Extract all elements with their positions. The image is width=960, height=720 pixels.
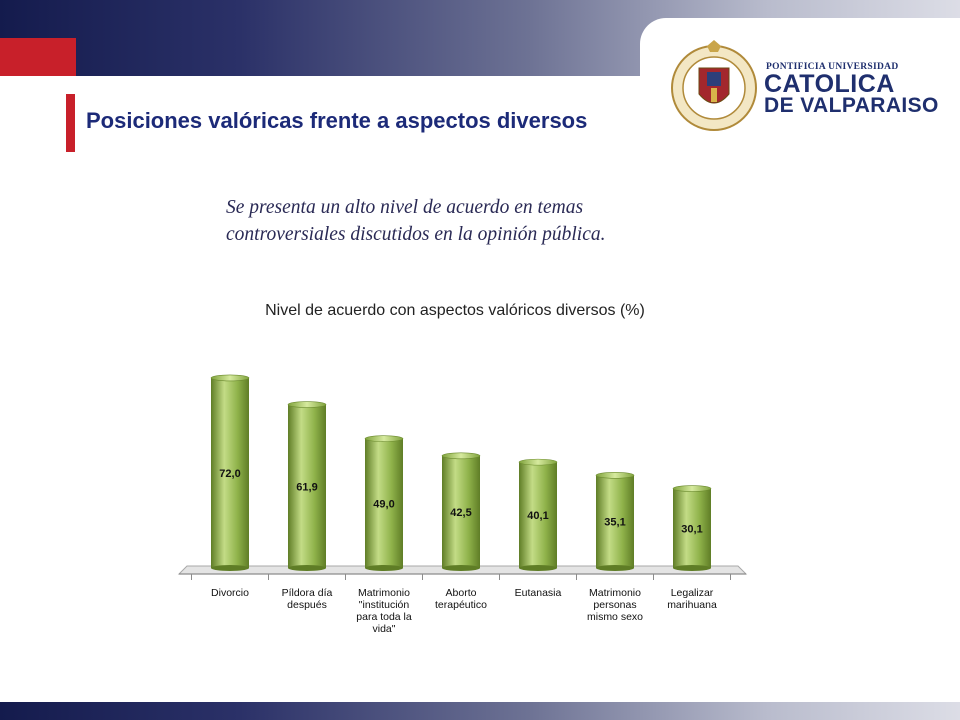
bar-cap	[364, 435, 404, 442]
bar-base	[673, 565, 711, 571]
bar-5	[518, 458, 558, 571]
university-seal-icon	[671, 40, 757, 131]
bar-body	[211, 377, 249, 568]
bar-base	[442, 565, 480, 571]
data-label: 30,1	[681, 523, 702, 535]
bar-2	[287, 401, 327, 571]
category-label: Aborto terapéutico	[435, 587, 487, 611]
logo-line-1: PONTIFICIA UNIVERSIDAD	[766, 62, 899, 72]
bar-body	[365, 438, 403, 568]
logo-line-2: CATOLICA	[764, 70, 895, 98]
data-label: 72,0	[219, 468, 240, 480]
bar-base	[519, 565, 557, 571]
bar-base	[596, 565, 634, 571]
bar-cap	[441, 452, 481, 460]
bar-cap	[287, 401, 327, 408]
category-label: Legalizar marihuana	[667, 587, 717, 611]
footer-band	[0, 702, 960, 720]
bar-cap	[672, 485, 712, 492]
data-label: 35,1	[604, 517, 625, 529]
bar-body	[673, 488, 711, 568]
bar-cap	[595, 472, 635, 479]
data-label: 42,5	[450, 507, 471, 519]
data-label: 61,9	[296, 481, 317, 493]
bar-body	[596, 475, 634, 568]
header-red-accent	[0, 38, 76, 76]
page-title: Posiciones valóricas frente a aspectos d…	[86, 108, 588, 133]
bar-4	[441, 452, 481, 571]
bar-body	[288, 404, 326, 568]
bar-cap	[518, 458, 558, 466]
data-label: 40,1	[527, 510, 548, 522]
bar-base	[365, 565, 403, 571]
data-label: 49,0	[373, 498, 394, 510]
slide-subtitle: Se presenta un alto nivel de acuerdo en …	[226, 194, 746, 248]
subtitle-line-2: controversiales discutidos en la opinión…	[226, 224, 606, 245]
bar-cap	[210, 374, 250, 382]
category-label: Matrimonio "institución para toda la vida"	[356, 587, 412, 635]
bar-6	[595, 472, 635, 571]
bar-7	[672, 485, 712, 571]
chart-title: Nivel de acuerdo con aspectos valóricos …	[265, 302, 645, 319]
bar-base	[288, 565, 326, 571]
bar-3	[364, 435, 404, 571]
bar-body	[442, 455, 480, 568]
bar-1	[210, 374, 250, 571]
category-label: Eutanasia	[515, 587, 562, 599]
category-label: Píldora día después	[282, 587, 333, 611]
subtitle-line-1: Se presenta un alto nivel de acuerdo en …	[226, 197, 584, 218]
bar-base	[211, 565, 249, 571]
category-label: Divorcio	[211, 587, 249, 599]
bar-body	[519, 462, 557, 568]
logo-line-3: DE VALPARAISO	[764, 94, 939, 117]
title-accent-bar	[66, 94, 75, 152]
category-label: Matrimonio personas mismo sexo	[587, 587, 643, 623]
